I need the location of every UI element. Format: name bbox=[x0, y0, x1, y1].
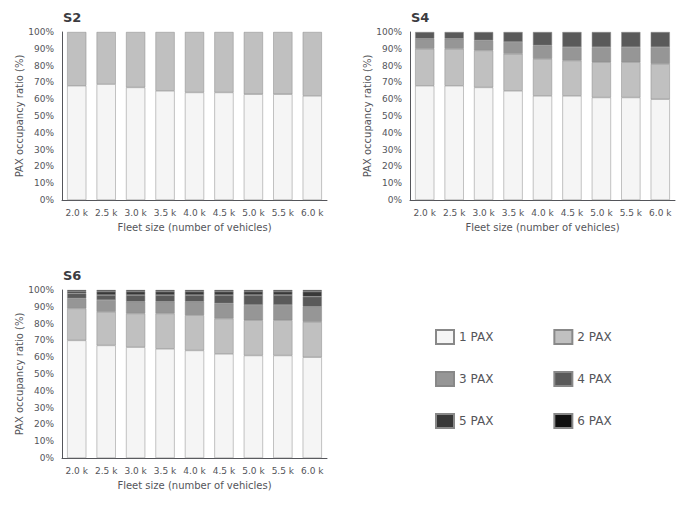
svg-text:80%: 80% bbox=[34, 61, 54, 71]
svg-text:0%: 0% bbox=[40, 453, 55, 463]
svg-text:3 PAX: 3 PAX bbox=[459, 372, 493, 386]
svg-text:PAX occupancy ratio (%): PAX occupancy ratio (%) bbox=[14, 313, 25, 436]
svg-text:100%: 100% bbox=[376, 27, 402, 37]
svg-text:3.0 k: 3.0 k bbox=[124, 208, 147, 218]
svg-text:100%: 100% bbox=[28, 285, 54, 295]
svg-text:2.0 k: 2.0 k bbox=[66, 208, 89, 218]
svg-text:20%: 20% bbox=[34, 419, 54, 429]
svg-text:70%: 70% bbox=[382, 77, 402, 87]
svg-text:80%: 80% bbox=[382, 61, 402, 71]
svg-text:2.0 k: 2.0 k bbox=[66, 466, 89, 476]
svg-text:40%: 40% bbox=[34, 386, 54, 396]
svg-text:4.5 k: 4.5 k bbox=[561, 208, 584, 218]
svg-text:90%: 90% bbox=[34, 302, 54, 312]
svg-text:20%: 20% bbox=[382, 161, 402, 171]
svg-text:0%: 0% bbox=[40, 195, 55, 205]
svg-text:2.0 k: 2.0 k bbox=[414, 208, 437, 218]
svg-text:10%: 10% bbox=[34, 436, 54, 446]
svg-text:2.5 k: 2.5 k bbox=[443, 208, 466, 218]
svg-text:Fleet size (number of vehicles: Fleet size (number of vehicles) bbox=[465, 222, 619, 233]
svg-text:Fleet size (number of vehicles: Fleet size (number of vehicles) bbox=[117, 480, 271, 491]
svg-text:30%: 30% bbox=[34, 403, 54, 413]
svg-text:3.0 k: 3.0 k bbox=[472, 208, 495, 218]
svg-text:4.0 k: 4.0 k bbox=[531, 208, 554, 218]
svg-text:5.0 k: 5.0 k bbox=[590, 208, 613, 218]
svg-text:70%: 70% bbox=[34, 335, 54, 345]
svg-text:1 PAX: 1 PAX bbox=[459, 330, 493, 344]
svg-text:4.5 k: 4.5 k bbox=[213, 208, 236, 218]
svg-text:4.0 k: 4.0 k bbox=[183, 208, 206, 218]
svg-text:60%: 60% bbox=[382, 94, 402, 104]
svg-text:2.5 k: 2.5 k bbox=[95, 208, 118, 218]
svg-text:60%: 60% bbox=[34, 94, 54, 104]
svg-text:50%: 50% bbox=[34, 111, 54, 121]
svg-text:10%: 10% bbox=[34, 178, 54, 188]
svg-text:4.0 k: 4.0 k bbox=[183, 466, 206, 476]
svg-text:40%: 40% bbox=[382, 128, 402, 138]
svg-text:2.5 k: 2.5 k bbox=[95, 466, 118, 476]
svg-text:S6: S6 bbox=[63, 268, 81, 283]
svg-text:6.0 k: 6.0 k bbox=[649, 208, 672, 218]
svg-text:30%: 30% bbox=[34, 145, 54, 155]
svg-text:5.0 k: 5.0 k bbox=[242, 208, 265, 218]
svg-text:90%: 90% bbox=[382, 44, 402, 54]
svg-text:80%: 80% bbox=[34, 319, 54, 329]
svg-text:3.5 k: 3.5 k bbox=[502, 208, 525, 218]
svg-text:50%: 50% bbox=[382, 111, 402, 121]
svg-text:3.5 k: 3.5 k bbox=[154, 208, 177, 218]
svg-text:6.0 k: 6.0 k bbox=[301, 466, 324, 476]
svg-text:PAX occupancy ratio (%): PAX occupancy ratio (%) bbox=[362, 55, 373, 178]
svg-text:60%: 60% bbox=[34, 352, 54, 362]
svg-text:40%: 40% bbox=[34, 128, 54, 138]
svg-text:3.0 k: 3.0 k bbox=[124, 466, 147, 476]
svg-text:5.5 k: 5.5 k bbox=[272, 466, 295, 476]
svg-text:Fleet size (number of vehicles: Fleet size (number of vehicles) bbox=[117, 222, 271, 233]
svg-text:30%: 30% bbox=[382, 145, 402, 155]
svg-text:4.5 k: 4.5 k bbox=[213, 466, 236, 476]
svg-text:20%: 20% bbox=[34, 161, 54, 171]
svg-text:PAX occupancy ratio (%): PAX occupancy ratio (%) bbox=[14, 55, 25, 178]
svg-text:10%: 10% bbox=[382, 178, 402, 188]
svg-text:0%: 0% bbox=[388, 195, 403, 205]
svg-text:50%: 50% bbox=[34, 369, 54, 379]
svg-text:5.0 k: 5.0 k bbox=[242, 466, 265, 476]
svg-text:6.0 k: 6.0 k bbox=[301, 208, 324, 218]
svg-text:90%: 90% bbox=[34, 44, 54, 54]
svg-text:100%: 100% bbox=[28, 27, 54, 37]
svg-text:3.5 k: 3.5 k bbox=[154, 466, 177, 476]
svg-text:5.5 k: 5.5 k bbox=[272, 208, 295, 218]
svg-text:2 PAX: 2 PAX bbox=[577, 330, 611, 344]
svg-text:5 PAX: 5 PAX bbox=[459, 414, 493, 428]
svg-text:S4: S4 bbox=[411, 10, 429, 25]
svg-text:4 PAX: 4 PAX bbox=[577, 372, 611, 386]
svg-text:5.5 k: 5.5 k bbox=[620, 208, 643, 218]
svg-text:6 PAX: 6 PAX bbox=[577, 414, 611, 428]
svg-text:70%: 70% bbox=[34, 77, 54, 87]
svg-text:S2: S2 bbox=[63, 10, 81, 25]
